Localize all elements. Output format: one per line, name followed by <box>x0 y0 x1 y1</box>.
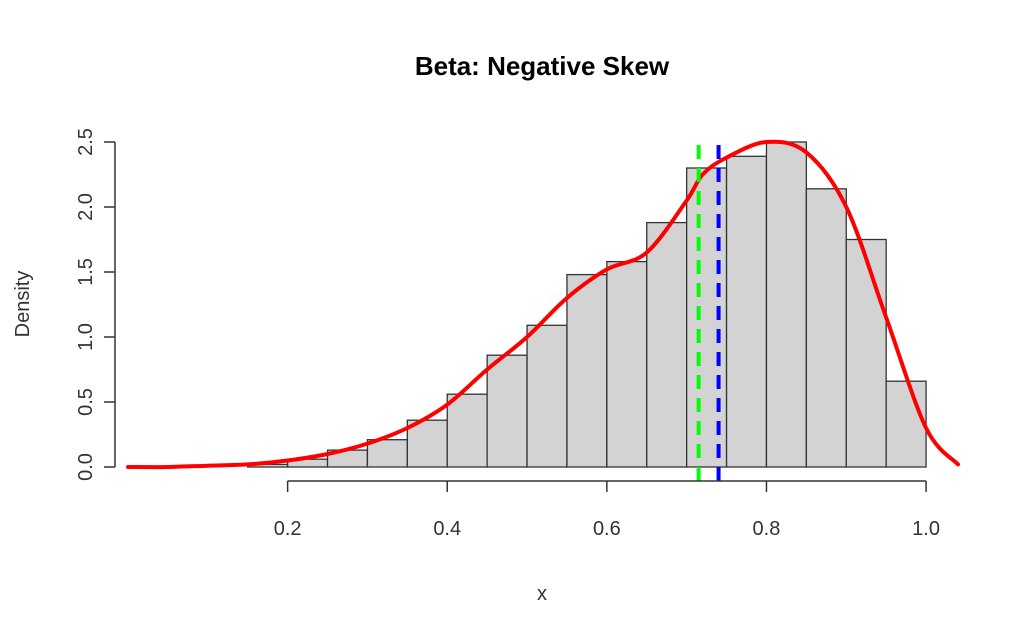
histogram-bar <box>566 273 608 468</box>
x-tick-label: 1.0 <box>912 518 940 540</box>
y-axis-label: Density <box>12 271 34 338</box>
histogram-bar <box>606 260 648 468</box>
histogram-bar <box>446 393 488 468</box>
histogram-bar <box>526 324 568 468</box>
x-tick-label: 0.6 <box>593 518 621 540</box>
x-axis-label: x <box>537 583 547 605</box>
histogram-bar <box>725 155 768 468</box>
histogram-bar <box>646 221 688 468</box>
histogram-bar <box>765 141 808 468</box>
y-tick-label: 1.0 <box>75 323 97 351</box>
histogram-bar <box>845 238 887 468</box>
density-curve <box>126 139 960 470</box>
histogram-bars <box>247 141 927 468</box>
y-tick-label: 2.5 <box>75 128 97 156</box>
histogram-bar <box>366 439 408 468</box>
y-tick-label: 2.0 <box>75 193 97 221</box>
y-tick-label: 0.0 <box>75 453 97 481</box>
x-tick-label: 0.2 <box>274 518 302 540</box>
x-axis: 0.2 0.4 0.6 0.8 1.0 <box>274 480 940 540</box>
y-tick-label: 1.5 <box>75 258 97 286</box>
x-tick-label: 0.4 <box>433 518 461 540</box>
x-tick-label: 0.8 <box>753 518 781 540</box>
y-tick-label: 0.5 <box>75 388 97 416</box>
density-curve-group <box>126 139 960 470</box>
histogram-bar <box>805 188 847 468</box>
histogram-bar <box>885 380 927 468</box>
y-axis: 0.0 0.5 1.0 1.5 2.0 2.5 <box>75 128 116 481</box>
chart-title: Beta: Negative Skew <box>415 51 670 81</box>
histogram-bar <box>486 354 528 468</box>
reference-lines <box>696 145 721 481</box>
